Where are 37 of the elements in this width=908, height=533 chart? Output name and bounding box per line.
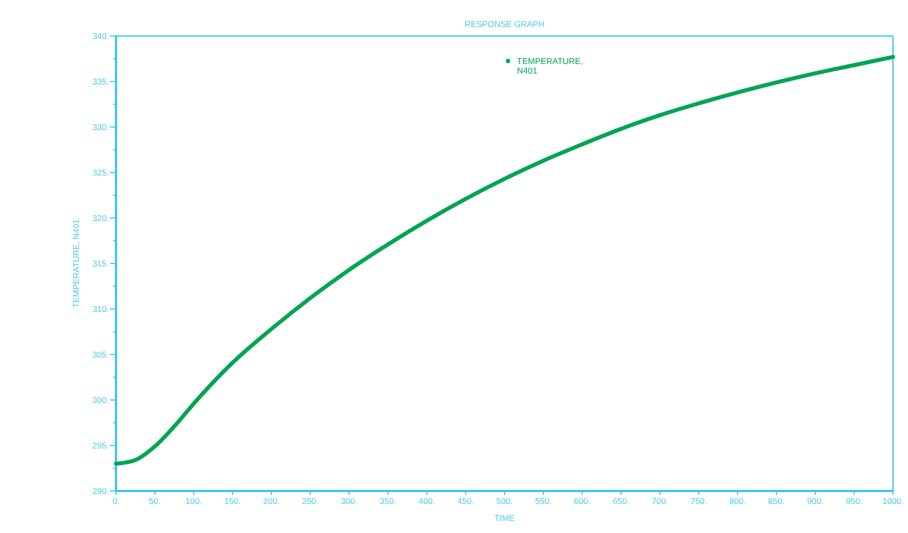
y-tick-label: 335. [92, 76, 109, 86]
x-tick-label: 250. [302, 496, 319, 506]
x-tick-label: 950. [846, 496, 862, 506]
y-tick-label: 300. [92, 395, 109, 405]
y-tick-label: 330. [92, 122, 109, 132]
legend-label: TEMPERATURE, N401 [517, 56, 586, 76]
y-tick-label: 315. [92, 258, 109, 268]
y-tick-label: 320. [92, 213, 109, 223]
x-tick-label: 850. [768, 496, 785, 506]
x-tick-label: 650. [612, 496, 630, 506]
x-tick-label: 300. [340, 496, 358, 506]
x-axis-title: TIME [494, 513, 515, 523]
y-tick-label: 325. [92, 168, 109, 178]
x-tick-label: 150. [224, 496, 241, 506]
y-tick-label: 310. [92, 304, 109, 314]
x-tick-label: 900. [807, 496, 824, 506]
x-tick-label: 350. [380, 496, 396, 506]
x-tick-label: 550. [535, 496, 552, 506]
x-tick-label: 50. [148, 496, 161, 506]
x-tick-label: 1000. [882, 496, 904, 506]
x-tick-label: 400. [418, 496, 436, 506]
x-tick-label: 500. [496, 496, 513, 506]
x-tick-label: 800. [729, 496, 746, 506]
x-tick-label: 750. [690, 496, 708, 506]
y-tick-label: 305. [92, 350, 109, 360]
y-tick-label: 340. [92, 31, 109, 41]
x-tick-label: 100. [185, 496, 202, 506]
x-tick-label: 450. [457, 496, 474, 506]
x-tick-label: 0. [112, 496, 120, 506]
x-tick-label: 200. [263, 496, 280, 506]
x-tick-label: 700. [652, 496, 668, 506]
x-tick-label: 600. [574, 496, 590, 506]
y-axis-title: TEMPERATURE, N401 [71, 218, 81, 308]
chart-title: RESPONSE GRAPH [464, 19, 544, 29]
y-tick-label: 290. [92, 486, 109, 496]
y-tick-label: 295. [92, 440, 109, 450]
line-series [114, 54, 895, 466]
